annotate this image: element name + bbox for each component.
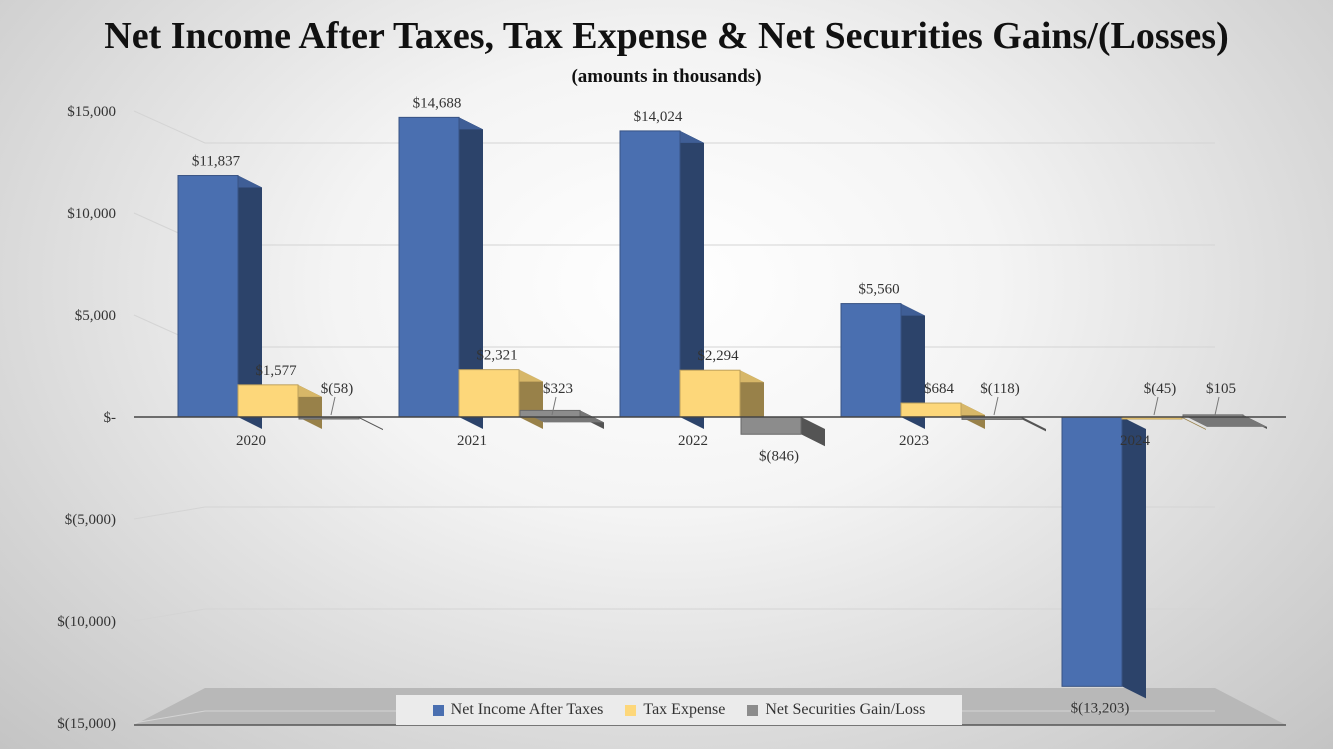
y-tick-label: $10,000 (67, 206, 116, 222)
y-tick-label: $(10,000) (57, 614, 116, 630)
x-tick-label: 2020 (236, 433, 266, 449)
bar (398, 116, 460, 418)
data-label: $(846) (759, 448, 799, 464)
legend-item-tax-expense: Tax Expense (625, 701, 725, 719)
bar (900, 402, 962, 418)
y-tick-label: $5,000 (75, 308, 116, 324)
data-label: $5,560 (858, 282, 899, 298)
data-label: $14,688 (413, 95, 462, 111)
bar-side (238, 175, 262, 429)
y-tick-label: $15,000 (67, 104, 116, 120)
leader-line (330, 396, 336, 416)
chart-subtitle: (amounts in thousands) (571, 66, 762, 87)
bar-side (1022, 417, 1046, 432)
legend-item-net-income: Net Income After Taxes (432, 701, 604, 719)
bar (840, 303, 902, 418)
leader-line (1214, 396, 1220, 416)
data-label: $(13,203) (1071, 700, 1130, 716)
data-label: $14,024 (634, 109, 683, 125)
bar-side (359, 417, 383, 431)
bar (619, 130, 681, 418)
bar-side (1182, 417, 1206, 430)
y-tick-label: $- (104, 410, 117, 426)
chart-title: Net Income After Taxes, Tax Expense & Ne… (104, 15, 1229, 57)
bar (1061, 416, 1123, 687)
bar-side (680, 130, 704, 429)
bar (177, 175, 239, 418)
gridline (133, 608, 1215, 622)
x-tick-label: 2023 (899, 433, 929, 449)
bar-side (1122, 417, 1146, 699)
bar-side (801, 417, 825, 447)
gridline (133, 110, 1215, 144)
bar (458, 369, 520, 418)
bar-side (740, 370, 764, 429)
data-label: $684 (924, 381, 955, 397)
bar (740, 416, 802, 435)
data-label: $(118) (980, 381, 1019, 397)
bar-top (1183, 414, 1267, 427)
gridline (133, 506, 1215, 520)
bar (679, 369, 741, 418)
leader-line (551, 396, 557, 416)
legend-swatch-securities (747, 704, 759, 716)
legend-swatch-net-income (432, 704, 444, 716)
legend-label-tax-expense: Tax Expense (643, 701, 726, 718)
data-label: $(58) (321, 381, 354, 397)
leader-line (1153, 396, 1159, 416)
y-tick-label: $(15,000) (57, 716, 116, 732)
data-label: $323 (543, 381, 573, 397)
x-tick-label: 2021 (457, 433, 487, 449)
data-label: $2,294 (697, 348, 739, 364)
data-label: $1,577 (255, 363, 297, 379)
data-label: $2,321 (476, 348, 517, 364)
x-tick-label: 2024 (1120, 433, 1151, 449)
legend-label-net-income: Net Income After Taxes (450, 701, 604, 718)
bar (519, 409, 581, 418)
chart-legend: Net Income After Taxes Tax Expense Net S… (396, 695, 962, 725)
legend-swatch-tax-expense (625, 704, 637, 716)
data-label: $11,837 (192, 154, 241, 170)
bar (237, 384, 299, 418)
legend-item-securities: Net Securities Gain/Loss (747, 701, 925, 719)
bar-side (901, 303, 925, 429)
x-tick-label: 2022 (678, 433, 708, 449)
data-label: $105 (1206, 381, 1236, 397)
y-tick-label: $(5,000) (65, 512, 116, 528)
leader-line (993, 396, 999, 416)
data-label: $(45) (1144, 381, 1177, 397)
bar-side (459, 117, 483, 429)
legend-label-securities: Net Securities Gain/Loss (765, 701, 926, 718)
